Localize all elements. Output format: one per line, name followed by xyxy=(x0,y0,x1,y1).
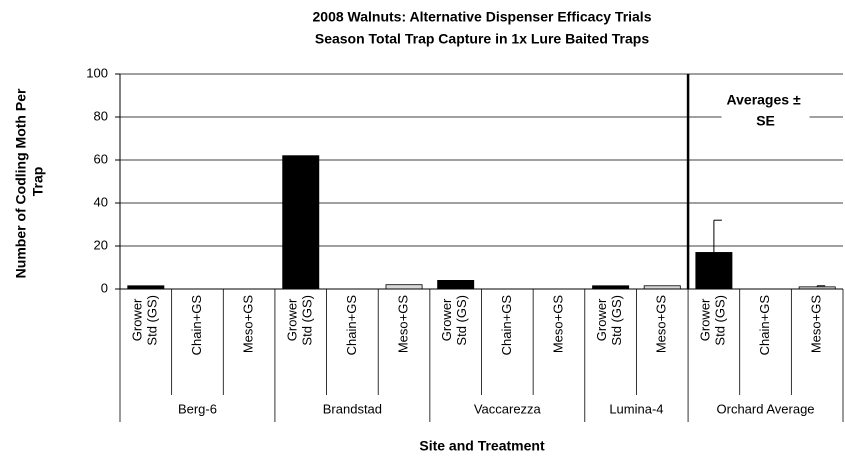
x-tick-label: Grower Std (GS) xyxy=(595,295,625,346)
annotation: Averages ± SE xyxy=(727,91,805,128)
y-axis-title: Number of Codling Moth Per Trap xyxy=(12,85,45,279)
y-tick-label: 20 xyxy=(94,237,108,252)
x-tick-label: Grower Std (GS) xyxy=(285,295,315,346)
bar xyxy=(282,155,320,290)
x-tick-label: Grower Std (GS) xyxy=(698,295,728,346)
chart-subtitle: Season Total Trap Capture in 1x Lure Bai… xyxy=(315,31,649,47)
x-tick-label: Grower Std (GS) xyxy=(440,295,470,346)
y-tick-label: 60 xyxy=(94,151,108,166)
x-tick-label: Chain+GS xyxy=(344,295,359,356)
group-label: Vaccarezza xyxy=(474,401,542,416)
x-tick-label: Meso+GS xyxy=(654,295,669,353)
y-tick-label: 80 xyxy=(94,108,108,123)
x-tick-label: Meso+GS xyxy=(809,295,824,353)
y-tick-label: 40 xyxy=(94,194,108,209)
x-tick-label: Chain+GS xyxy=(499,295,514,356)
group-label: Berg-6 xyxy=(178,401,217,416)
group-label: Orchard Average xyxy=(717,401,815,416)
x-tick-label: Meso+GS xyxy=(550,295,565,353)
x-axis-title: Site and Treatment xyxy=(419,438,545,454)
y-tick-label: 100 xyxy=(86,65,108,80)
annotation-bg xyxy=(721,86,810,136)
x-tick-label: Meso+GS xyxy=(395,295,410,353)
chart-title: 2008 Walnuts: Alternative Dispenser Effi… xyxy=(313,9,652,25)
x-tick-label: Chain+GS xyxy=(189,295,204,356)
x-tick-label: Grower Std (GS) xyxy=(130,295,160,346)
group-label: Brandstad xyxy=(323,401,382,416)
group-label: Lumina-4 xyxy=(609,401,663,416)
bar xyxy=(385,284,423,290)
y-tick-label: 0 xyxy=(101,280,108,295)
x-tick-label: Chain+GS xyxy=(757,295,772,356)
bar xyxy=(695,252,733,290)
bar xyxy=(437,279,475,290)
x-tick-label: Meso+GS xyxy=(241,295,256,353)
